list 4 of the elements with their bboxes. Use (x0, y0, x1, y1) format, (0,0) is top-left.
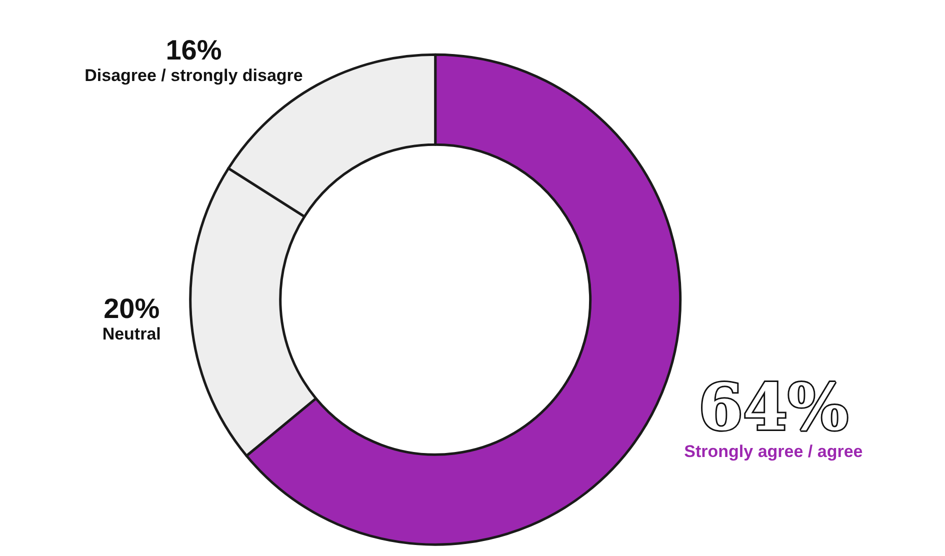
data-label: 20% (104, 292, 160, 324)
slice-label: Neutral (102, 324, 161, 344)
data-label: 16% (166, 34, 222, 66)
slice-label: Disagree / strongly disagre (84, 66, 303, 86)
